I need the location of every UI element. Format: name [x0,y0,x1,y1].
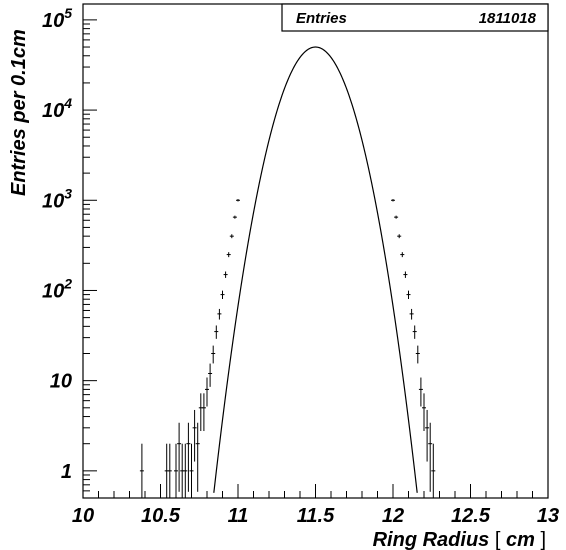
stats-box: Entries 1811018 [281,3,549,32]
x-axis-unit: cm [506,529,535,550]
x-axis: 10 10.5 11 11.5 12 12.5 13 [72,484,559,527]
x-axis-bracket-close: ] [540,529,546,550]
x-tick-label: 10 [72,505,94,527]
plot-frame [82,3,549,499]
data-points [139,199,436,498]
gaussian-fit-curve [213,46,418,493]
x-tick-label: 12 [382,505,404,527]
y-tick-label: 105 [42,5,72,32]
stats-entries-value: 1811018 [479,10,537,27]
x-axis-title-main: Ring Radius [373,529,490,550]
x-tick-label: 13 [537,505,559,527]
y-tick-label: 104 [42,95,72,122]
x-axis-title: Ring Radius [ cm ] [373,529,546,550]
y-axis-title: Entries per 0.1cm [8,29,30,196]
x-axis-bracket-open: [ [495,529,501,550]
x-tick-label: 11 [228,505,249,527]
stats-entries-label: Entries [296,10,347,27]
x-tick-label: 10.5 [141,505,181,527]
y-axis: 1 10 102 103 104 105 [42,5,97,499]
y-tick-label: 1 [61,461,72,483]
x-tick-label: 12.5 [451,505,491,527]
y-tick-label: 10 [50,371,72,393]
y-tick-label: 102 [42,275,72,302]
x-tick-label: 11.5 [297,505,335,527]
y-tick-label: 103 [42,185,72,212]
